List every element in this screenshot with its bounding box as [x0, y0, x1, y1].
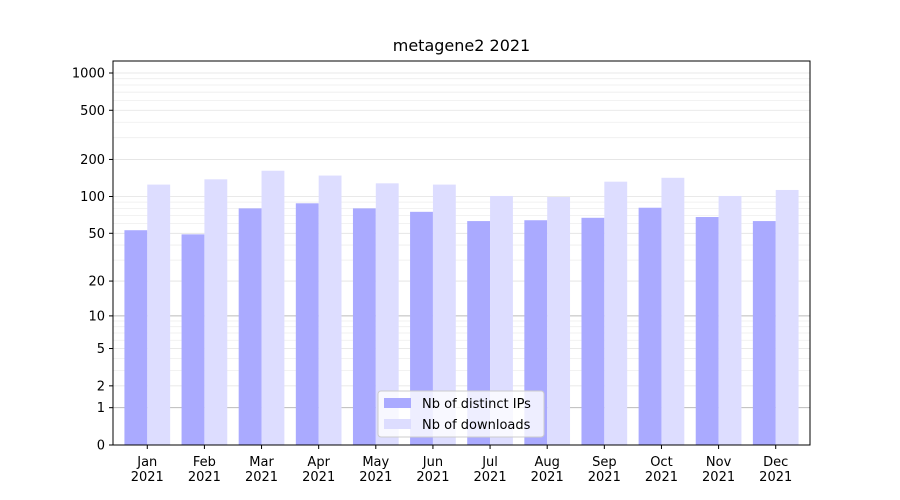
y-tick-label: 5 [97, 342, 105, 357]
bar-downloads [547, 197, 571, 445]
y-tick-label: 20 [88, 275, 105, 290]
legend-label: Nb of distinct IPs [422, 397, 531, 412]
bar-distinct-ips [295, 203, 319, 445]
y-tick-label: 2 [97, 379, 105, 394]
x-tick-label: 2021 [302, 470, 335, 485]
x-tick-label: 2021 [245, 470, 278, 485]
bar-downloads [432, 184, 456, 446]
x-axis-ticks: Jan2021Feb2021Mar2021Apr2021May2021Jun20… [131, 445, 792, 485]
x-tick-label: Sep [592, 455, 617, 470]
y-tick-label: 100 [80, 190, 105, 205]
bar-distinct-ips [181, 234, 205, 445]
x-tick-label: 2021 [474, 470, 507, 485]
x-tick-label: Jul [481, 455, 498, 470]
y-tick-label: 10 [88, 309, 105, 324]
y-tick-label: 1000 [72, 67, 105, 82]
y-tick-label: 500 [80, 104, 105, 119]
bar-downloads [204, 179, 228, 445]
bar-downloads [775, 189, 799, 445]
bars [124, 170, 799, 446]
x-tick-label: 2021 [588, 470, 621, 485]
bar-distinct-ips [638, 207, 662, 445]
x-tick-label: Aug [535, 455, 560, 470]
x-tick-label: 2021 [359, 470, 392, 485]
x-tick-label: Oct [650, 455, 672, 470]
chart-title: metagene2 2021 [393, 36, 530, 55]
bar-downloads [718, 195, 742, 445]
x-tick-label: 2021 [131, 470, 164, 485]
x-tick-label: Feb [193, 455, 216, 470]
x-tick-label: Apr [307, 455, 330, 470]
bar-downloads [661, 177, 685, 445]
y-tick-label: 1 [97, 401, 105, 416]
x-tick-label: 2021 [531, 470, 564, 485]
y-tick-label: 0 [97, 439, 105, 454]
plot-frame [112, 60, 811, 446]
x-tick-label: 2021 [416, 470, 449, 485]
bar-downloads [261, 170, 285, 446]
y-tick-label: 50 [88, 227, 105, 242]
x-tick-label: May [362, 455, 389, 470]
bar-distinct-ips [524, 220, 548, 445]
bar-distinct-ips [352, 208, 376, 445]
bar-distinct-ips [695, 217, 719, 445]
x-tick-label: 2021 [188, 470, 221, 485]
x-tick-label: 2021 [702, 470, 735, 485]
bar-distinct-ips [581, 217, 605, 445]
bar-distinct-ips [124, 230, 148, 445]
legend: Nb of distinct IPs Nb of downloads [377, 390, 545, 438]
bar-downloads [147, 184, 171, 446]
x-tick-label: 2021 [759, 470, 792, 485]
x-tick-label: Nov [706, 455, 732, 470]
grid-lines [113, 72, 810, 409]
bar-downloads [604, 181, 628, 445]
y-axis-ticks: 0 1 2 5 10 20 50 100 200 500 1000 [72, 67, 113, 454]
x-tick-label: Jan [136, 455, 157, 470]
legend-swatch [384, 398, 411, 408]
bar-downloads [490, 195, 513, 445]
legend-box [377, 390, 545, 438]
bar-distinct-ips [238, 208, 262, 445]
y-tick-label: 200 [80, 153, 105, 168]
x-tick-label: Mar [249, 455, 274, 470]
bar-downloads [318, 175, 342, 445]
bar-distinct-ips [752, 221, 776, 445]
x-tick-label: Dec [763, 455, 788, 470]
bar-downloads [375, 183, 399, 445]
legend-label: Nb of downloads [422, 418, 531, 433]
x-tick-label: Jun [422, 455, 443, 470]
legend-swatch [384, 419, 411, 429]
x-tick-label: 2021 [645, 470, 678, 485]
bar-distinct-ips [467, 221, 491, 445]
bar-distinct-ips [410, 211, 433, 445]
